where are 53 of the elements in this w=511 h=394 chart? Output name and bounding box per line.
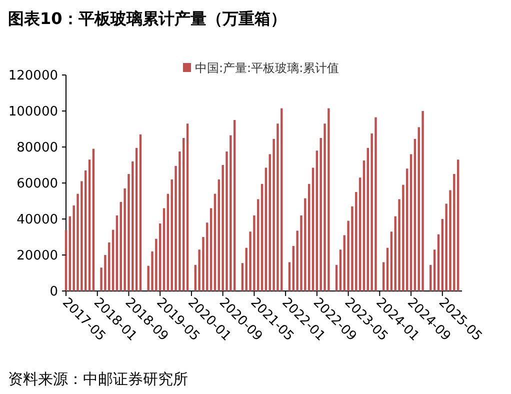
bar (382, 262, 385, 291)
bar (433, 250, 436, 291)
bar (456, 160, 460, 291)
bar (355, 192, 358, 291)
bar (339, 250, 342, 291)
bar (312, 168, 314, 291)
bar (260, 184, 264, 291)
bar (116, 215, 118, 291)
y-tick-label: 60000 (16, 176, 58, 192)
bar (358, 178, 362, 291)
y-tick-label: 80000 (16, 140, 58, 156)
bar (437, 234, 440, 291)
bar (135, 148, 138, 291)
bar (280, 108, 283, 291)
bar (88, 160, 91, 291)
bar (233, 120, 236, 291)
bar (430, 264, 432, 291)
bar (406, 168, 408, 291)
y-tick-label: 0 (50, 284, 58, 300)
y-tick-label: 100000 (8, 104, 58, 120)
bar (186, 124, 189, 291)
bar (410, 154, 412, 291)
bar (241, 263, 244, 291)
bar (159, 224, 162, 291)
bar (414, 138, 416, 291)
bar (84, 170, 87, 291)
bar (112, 230, 114, 291)
bar (166, 194, 170, 291)
bar (162, 208, 166, 291)
bar (386, 248, 389, 291)
bar (374, 117, 377, 291)
bar (264, 168, 268, 291)
bar (328, 108, 330, 291)
bar (214, 194, 216, 291)
bar (139, 134, 142, 291)
y-tick-label: 40000 (16, 212, 58, 228)
bar (92, 148, 95, 291)
text: 资料来源：中邮证券研究所 (8, 370, 188, 388)
bar (206, 222, 208, 291)
bar (422, 111, 424, 291)
bar (362, 160, 366, 291)
bar (108, 242, 110, 291)
chart-title: 图表10：平板玻璃累计产量（万重箱） (8, 9, 286, 28)
bar (288, 262, 291, 291)
bar (182, 138, 185, 291)
y-tick-label: 120000 (8, 68, 58, 84)
y-tick-label: 20000 (16, 248, 58, 264)
bar (316, 150, 318, 291)
bar (308, 184, 310, 291)
bar (335, 264, 338, 291)
bar (210, 208, 212, 291)
bar (257, 199, 260, 291)
legend: 中国:产量:平板玻璃:累计值 (183, 61, 340, 75)
